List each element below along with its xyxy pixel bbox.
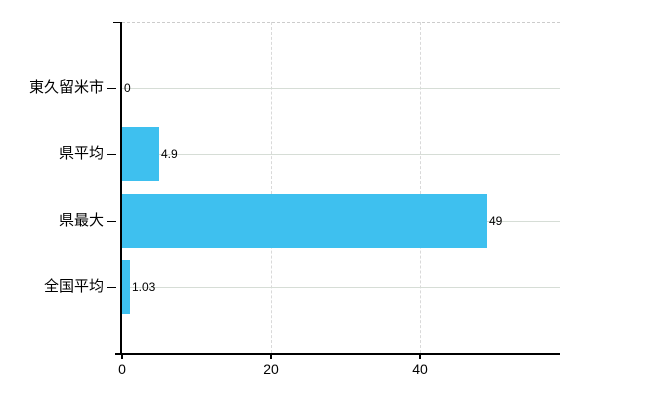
x-tick xyxy=(121,355,123,359)
category-label: 県平均 xyxy=(58,145,104,162)
h-gridline xyxy=(122,287,560,288)
h-gridline xyxy=(122,154,560,155)
y-axis-top-tick xyxy=(113,22,120,23)
x-tick-label: 40 xyxy=(412,361,428,377)
value-label: 0 xyxy=(124,81,131,95)
plot-top-border xyxy=(122,22,560,23)
v-gridline xyxy=(271,22,272,353)
value-label: 4.9 xyxy=(161,147,178,161)
category-label: 県最大 xyxy=(58,212,104,229)
h-gridline xyxy=(122,88,560,89)
x-tick xyxy=(419,355,421,359)
value-label: 49 xyxy=(489,214,503,228)
y-axis xyxy=(120,22,122,353)
y-tick xyxy=(107,154,116,155)
y-tick xyxy=(107,88,116,89)
plot-area: 0 4.9 49 1.03 xyxy=(122,22,560,353)
x-tick xyxy=(270,355,272,359)
category-label: 東久留米市 xyxy=(28,79,104,96)
y-tick xyxy=(107,221,116,222)
bar xyxy=(122,194,487,248)
bar xyxy=(122,260,130,314)
x-axis xyxy=(115,353,560,355)
y-tick xyxy=(107,287,116,288)
value-label: 1.03 xyxy=(132,280,156,294)
x-tick-label: 20 xyxy=(263,361,279,377)
bar xyxy=(122,127,159,181)
category-label: 全国平均 xyxy=(43,278,104,295)
v-gridline xyxy=(420,22,421,353)
x-tick-label: 0 xyxy=(118,361,126,377)
